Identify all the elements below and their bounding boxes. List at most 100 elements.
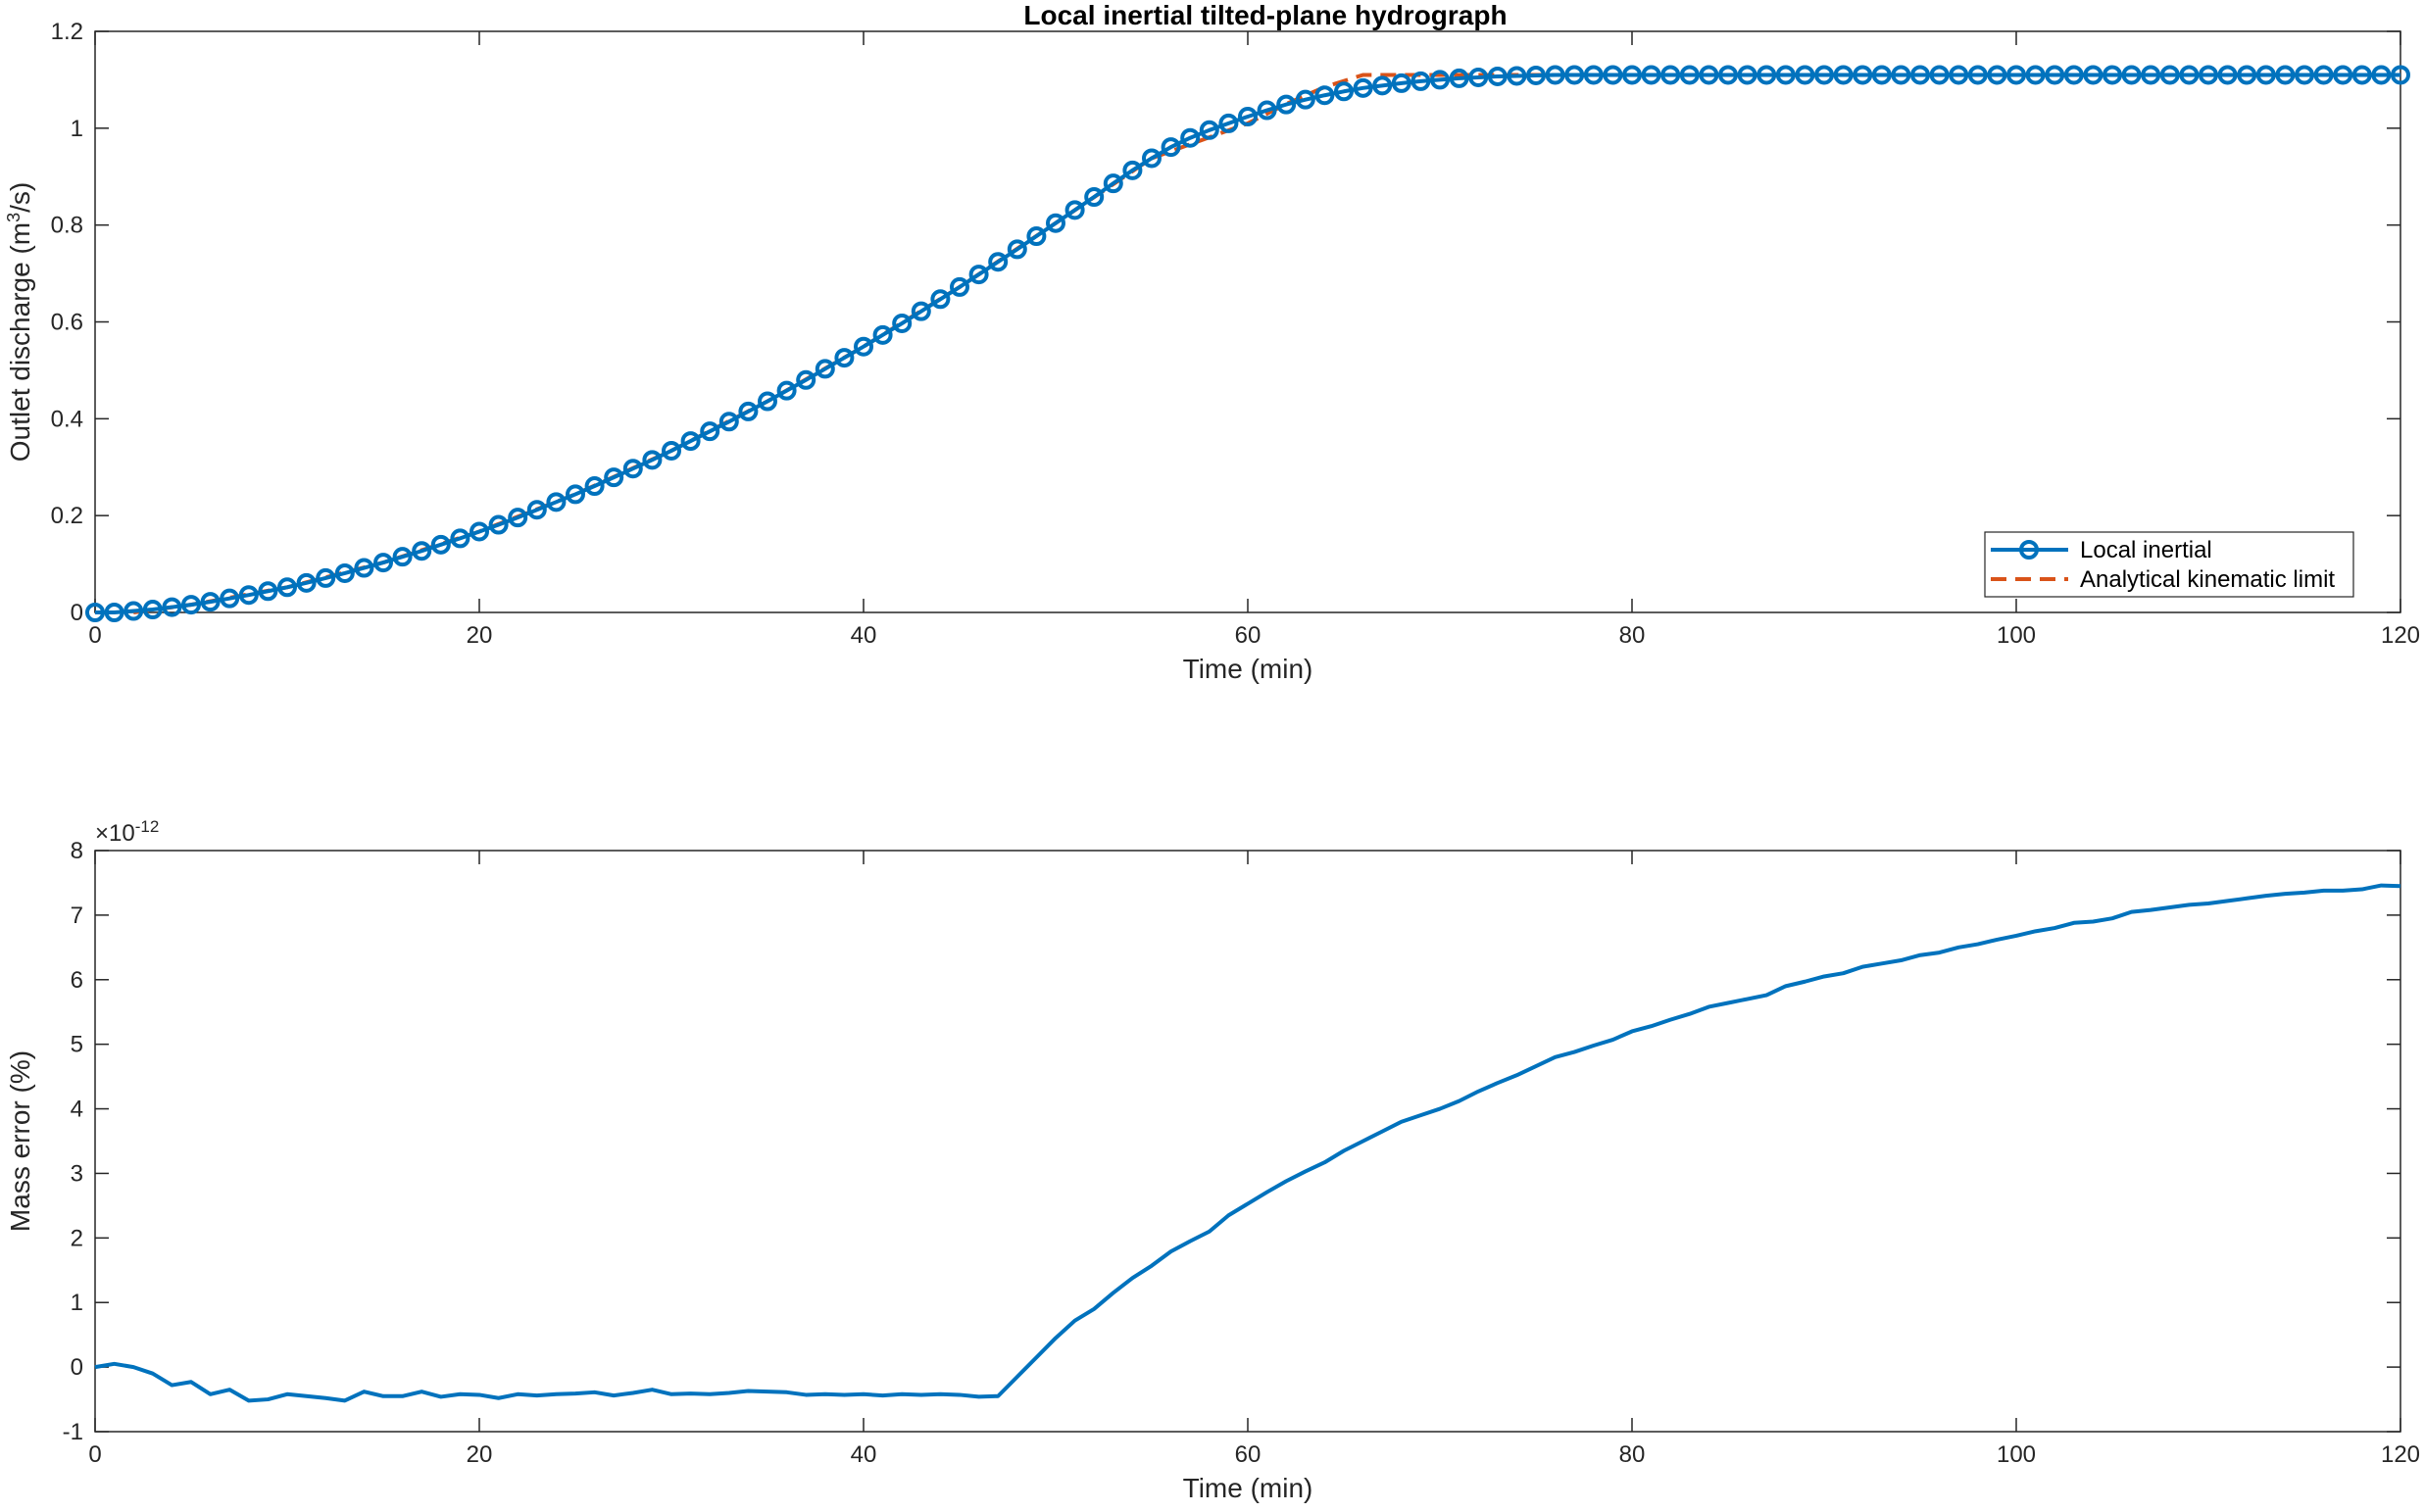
local-inertial-point: [2159, 65, 2180, 85]
local-inertial-point: [566, 484, 585, 505]
local-inertial-point: [1026, 226, 1047, 247]
local-inertial-point: [1929, 65, 1950, 85]
local-inertial-point: [1545, 65, 1565, 85]
x-tick-label: 100: [1997, 1441, 2036, 1468]
local-inertial-point: [796, 369, 816, 390]
y-tick-label: 0.2: [51, 503, 83, 529]
local-inertial-point: [622, 459, 643, 479]
local-inertial-point: [258, 581, 278, 602]
local-inertial-point: [124, 601, 144, 621]
y-tick-label: 4: [71, 1097, 83, 1123]
local-inertial-point: [2063, 65, 2084, 85]
local-inertial-point: [604, 467, 624, 488]
local-inertial-point: [450, 528, 470, 549]
hydrograph-x-axis-label: Time (min): [1183, 654, 1313, 684]
local-inertial-point: [142, 600, 163, 620]
local-inertial-point: [854, 336, 873, 357]
local-inertial-point: [584, 476, 605, 497]
series-local-inertial: [85, 65, 2410, 622]
x-tick-label: 80: [1619, 1441, 1646, 1468]
mass-error-x-ticks: 0 20 40 60 80 100 120: [88, 851, 2420, 1468]
local-inertial-point: [1218, 113, 1239, 133]
local-inertial-point: [1487, 66, 1508, 86]
local-inertial-point: [1353, 77, 1373, 98]
x-tick-label: 0: [88, 1441, 101, 1468]
local-inertial-point: [2199, 65, 2218, 85]
series-mass-error: [94, 883, 2401, 1403]
local-inertial-point: [277, 577, 297, 598]
local-inertial-point: [1679, 65, 1700, 85]
local-inertial-point: [930, 289, 951, 310]
local-inertial-point: [2102, 65, 2122, 85]
local-inertial-point: [872, 324, 893, 345]
legend-local-label: Local inertial: [2080, 537, 2212, 563]
local-inertial-point: [700, 421, 720, 442]
y-label-superscript: 3: [4, 213, 24, 222]
local-inertial-point: [2351, 65, 2372, 85]
local-inertial-point: [1449, 68, 1469, 88]
local-inertial-point: [1775, 65, 1796, 85]
mass-error-x-axis-label: Time (min): [1183, 1473, 1313, 1503]
local-inertial-point: [2391, 65, 2410, 85]
local-inertial-point: [1064, 200, 1085, 220]
x-tick-label: 0: [88, 622, 101, 649]
hydrograph-axes: Local inertial tilted-plane hydrograph 0…: [4, 0, 2420, 684]
local-inertial-point: [1949, 65, 1969, 85]
local-inertial-point: [2295, 65, 2314, 85]
y-tick-label: 0.6: [51, 310, 83, 336]
local-inertial-point: [1564, 65, 1585, 85]
local-inertial-point: [1756, 65, 1777, 85]
hydrograph-title: Local inertial tilted-plane hydrograph: [1023, 0, 1507, 30]
local-inertial-point: [1084, 187, 1105, 208]
local-inertial-point: [373, 553, 393, 573]
local-inertial-point: [1603, 65, 1623, 85]
local-inertial-point: [508, 508, 528, 528]
local-inertial-point: [1238, 106, 1258, 126]
hydrograph-plot-area: [94, 30, 2401, 613]
local-inertial-point: [950, 276, 969, 297]
local-inertial-point: [718, 412, 739, 432]
local-inertial-point: [316, 567, 336, 588]
exponent-base: ×10: [95, 820, 135, 847]
local-inertial-point: [1853, 65, 1873, 85]
y-tick-label: 0: [71, 600, 83, 626]
legend-analytical-label: Analytical kinematic limit: [2080, 566, 2335, 593]
local-inertial-point: [2371, 65, 2392, 85]
local-inertial-point: [892, 313, 913, 333]
y-tick-label: 8: [71, 838, 83, 864]
local-inertial-point: [1891, 65, 1911, 85]
local-inertial-point: [1641, 65, 1661, 85]
local-inertial-point: [1737, 65, 1757, 85]
local-inertial-point: [2255, 65, 2276, 85]
y-tick-label: 1: [71, 116, 83, 142]
y-label-suffix: /s): [5, 182, 35, 213]
y-tick-label: 0.8: [51, 213, 83, 239]
y-tick-label: 1: [71, 1290, 83, 1316]
local-inertial-point: [1967, 65, 1988, 85]
local-inertial-point: [1180, 127, 1201, 148]
local-inertial-point: [238, 585, 259, 606]
local-inertial-point: [1987, 65, 2007, 85]
local-inertial-point: [1142, 148, 1162, 169]
local-inertial-point: [1795, 65, 1815, 85]
local-inertial-point: [162, 597, 182, 617]
local-inertial-point: [834, 348, 855, 368]
x-tick-label: 120: [2381, 622, 2420, 649]
local-inertial-point: [1718, 65, 1738, 85]
local-inertial-point: [988, 252, 1009, 272]
local-inertial-point: [1468, 67, 1489, 87]
local-inertial-point: [1007, 239, 1027, 260]
local-inertial-point: [2237, 65, 2257, 85]
x-tick-label: 40: [851, 1441, 877, 1468]
local-inertial-point: [1391, 73, 1411, 93]
local-inertial-point: [85, 603, 105, 622]
local-inertial-point: [2045, 65, 2065, 85]
y-tick-label: 3: [71, 1160, 83, 1187]
local-inertial-point: [815, 359, 835, 379]
y-tick-label: 2: [71, 1225, 83, 1251]
local-inertial-point: [2217, 65, 2238, 85]
local-inertial-point: [1410, 71, 1431, 91]
x-tick-label: 100: [1997, 622, 2036, 649]
